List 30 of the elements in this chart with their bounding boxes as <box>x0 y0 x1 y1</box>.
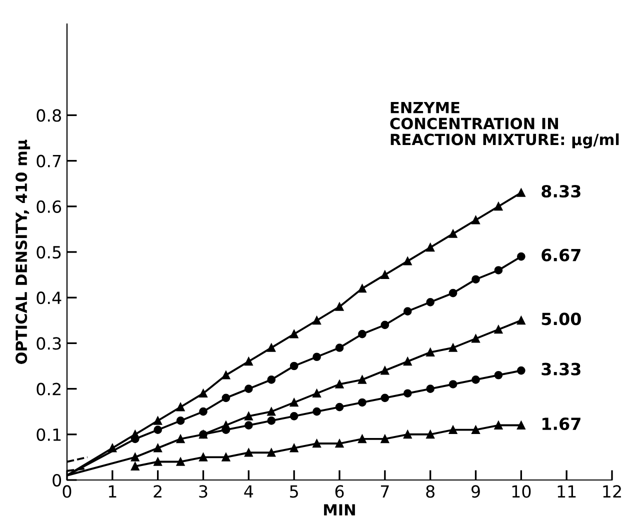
x-tick-label: 0 <box>62 485 72 498</box>
series-label: 1.67 <box>542 418 580 430</box>
x-tick-label: 12 <box>603 485 621 498</box>
x-tick-label: 1 <box>108 485 116 498</box>
legend-title: ENZYME CONCENTRATION IN REACTION MIXTURE: μg/ml <box>390 102 619 148</box>
y-tick-label: 0.3 <box>36 337 61 350</box>
x-tick-label: 2 <box>154 485 162 498</box>
y-tick-label: 0.7 <box>36 154 61 168</box>
y-tick-label: 0 <box>52 474 62 487</box>
x-tick-label: 9 <box>471 485 480 498</box>
series-label: 5.00 <box>542 312 581 326</box>
x-tick-label: 11 <box>558 485 576 498</box>
x-axis-title: MIN <box>324 504 355 516</box>
x-tick-label: 6 <box>335 485 344 498</box>
x-tick-label: 3 <box>199 485 208 498</box>
y-tick-label: 0.2 <box>36 382 60 396</box>
y-tick-label: 0.4 <box>36 292 62 304</box>
x-tick-label: 7 <box>380 485 389 498</box>
y-tick-label: 0.8 <box>36 109 61 122</box>
y-tick-label: 0.5 <box>36 246 61 259</box>
y-tick-label: 0.1 <box>36 428 61 441</box>
y-tick-label: 0.6 <box>36 200 62 213</box>
y-axis-title: OPTICAL DENSITY, 410 mμ <box>16 140 30 364</box>
series-label: 3.33 <box>542 362 580 376</box>
x-tick-label: 5 <box>290 485 298 498</box>
x-tick-label: 10 <box>512 485 531 498</box>
series-label: 6.67 <box>542 248 580 262</box>
x-tick-label: 4 <box>244 485 254 498</box>
x-tick-label: 8 <box>426 485 434 498</box>
series-label: 8.33 <box>542 184 580 198</box>
